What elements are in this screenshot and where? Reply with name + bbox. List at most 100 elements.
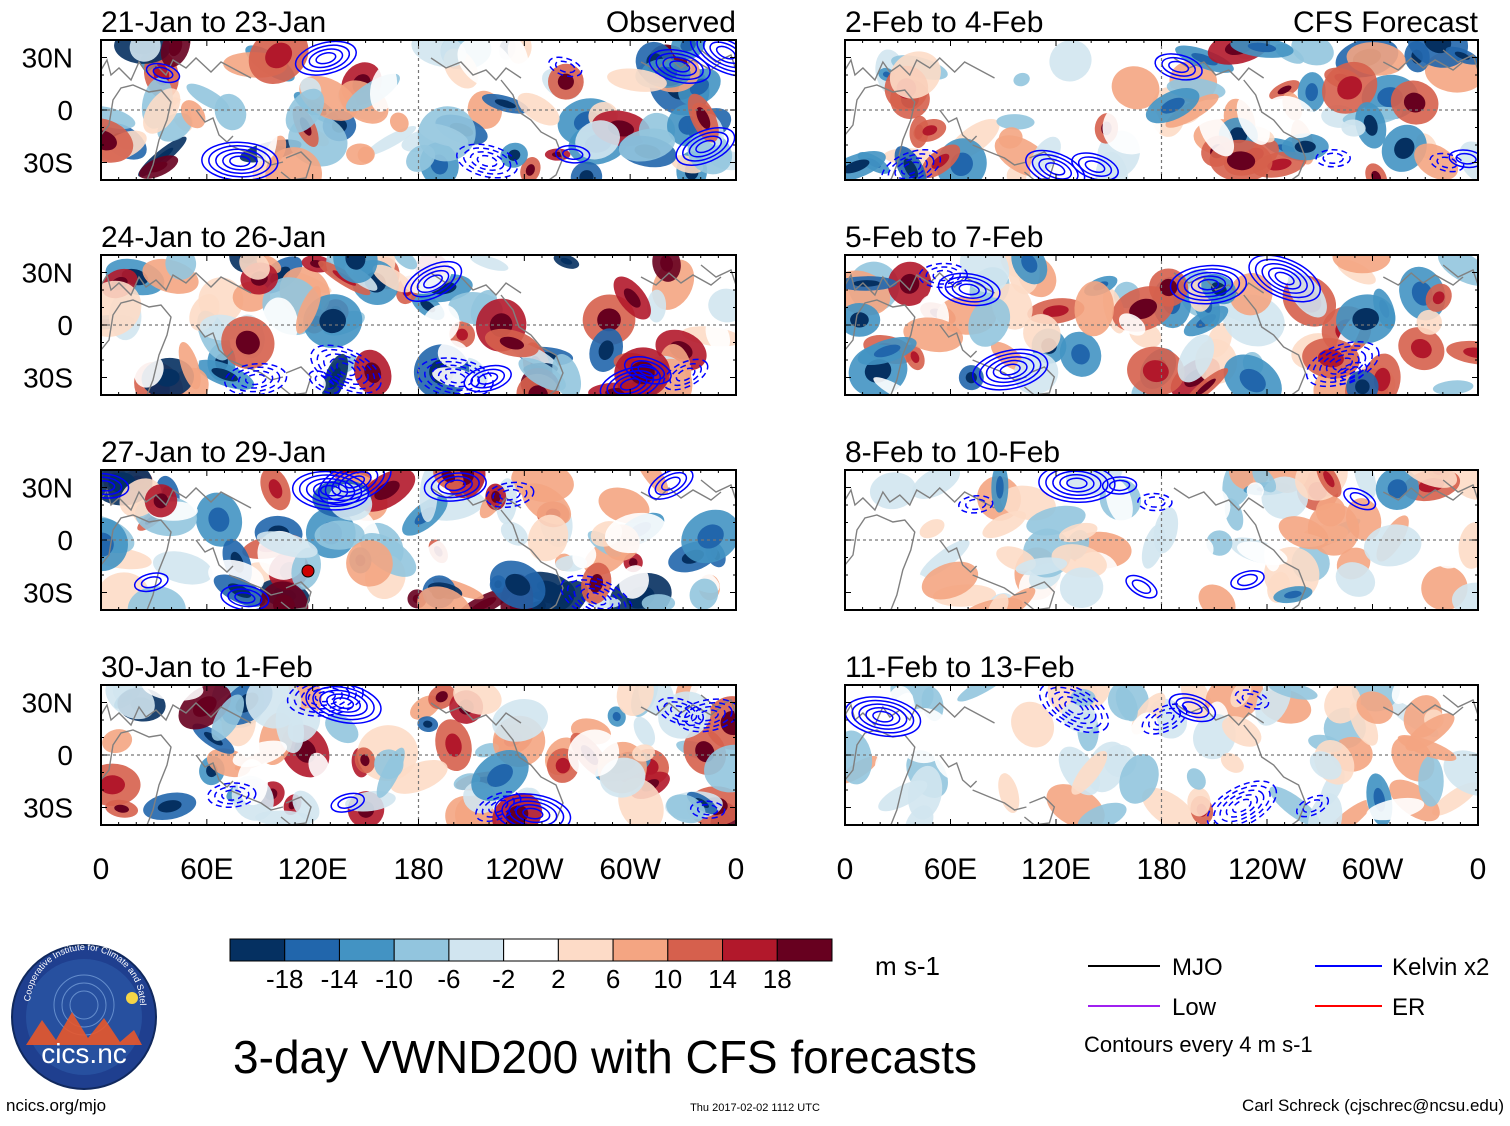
wind-anomaly-blob	[1111, 66, 1160, 110]
wind-anomaly-blob	[1418, 755, 1444, 807]
wind-anomaly-blob	[1332, 255, 1391, 274]
wind-anomaly-core	[1323, 471, 1335, 488]
wind-anomaly-core	[612, 711, 621, 722]
wind-anomaly-blob	[134, 354, 164, 388]
coastline	[280, 151, 312, 180]
wind-anomaly-blob	[1198, 584, 1236, 610]
wind-anomaly-core	[1371, 170, 1382, 180]
kelvin-contour	[1274, 271, 1295, 286]
kelvin-contour	[656, 697, 705, 727]
wind-anomaly-core	[192, 696, 217, 717]
kelvin-contour	[1108, 479, 1131, 492]
wind-anomaly-blob	[475, 743, 500, 758]
wind-anomaly-blob	[959, 255, 1010, 293]
kelvin-contour	[133, 572, 169, 593]
lat-tick-label: 0	[57, 310, 73, 341]
lat-tick-label: 30N	[22, 43, 73, 74]
kelvin-contour	[319, 689, 368, 717]
kelvin-contour	[1137, 492, 1173, 512]
lat-tick-label: 30S	[23, 148, 73, 179]
wind-anomaly-blob	[987, 88, 1037, 111]
lat-tick-label: 0	[57, 740, 73, 771]
colorbar-swatch	[393, 938, 450, 962]
kelvin-contour	[1302, 799, 1323, 814]
kelvin-contour	[1248, 255, 1321, 303]
wind-anomaly-blob	[394, 255, 418, 270]
wind-anomaly-blob	[1074, 281, 1115, 337]
wind-anomaly-core	[470, 597, 497, 610]
colorbar-swatch	[503, 938, 559, 962]
colorbar-swatch	[338, 938, 395, 962]
wind-anomaly-blob	[1356, 691, 1394, 724]
colorbar-units: m s-1	[875, 951, 940, 981]
wind-anomaly-blob	[143, 88, 181, 134]
panel-field	[845, 40, 1478, 180]
coastline	[1023, 366, 1056, 395]
kelvin-contour	[1315, 148, 1351, 168]
kelvin-contour	[1161, 56, 1197, 77]
wind-anomaly-blob	[1447, 122, 1478, 139]
kelvin-contour	[140, 576, 162, 589]
kelvin-contour	[715, 45, 736, 60]
lat-tick-label: 0	[57, 525, 73, 556]
coastline	[430, 272, 522, 297]
coastline	[101, 729, 172, 825]
kelvin-contour	[1045, 470, 1109, 500]
kelvin-contour	[469, 151, 505, 171]
wind-anomaly-blob	[366, 125, 417, 156]
lat-tick-label: 0	[57, 95, 73, 126]
coastline	[1382, 702, 1464, 716]
wind-anomaly-blob	[1307, 793, 1343, 825]
kelvin-contour	[1154, 53, 1203, 81]
kelvin-contour	[554, 60, 576, 74]
wind-anomaly-core	[445, 733, 462, 757]
kelvin-contour	[1236, 573, 1258, 587]
wind-anomaly-blob	[1236, 541, 1288, 566]
wind-anomaly-core	[1337, 76, 1363, 100]
kelvin-contour	[865, 707, 901, 727]
wind-anomaly-blob	[907, 765, 943, 820]
wind-anomaly-core	[1363, 114, 1378, 136]
kelvin-contour	[335, 362, 356, 377]
kelvin-contour	[697, 709, 719, 722]
kelvin-contour	[965, 498, 987, 511]
lon-tick-label: 0	[93, 853, 110, 886]
kelvin-contour	[315, 52, 337, 65]
kelvin-contour	[932, 269, 954, 282]
wind-anomaly-blob	[704, 744, 736, 793]
wind-anomaly-blob	[912, 470, 961, 499]
logo-inner-disc	[26, 959, 142, 1075]
wind-anomaly-blob	[666, 794, 706, 824]
wind-anomaly-core	[1284, 590, 1302, 599]
wind-anomaly-blob	[178, 341, 201, 390]
kelvin-contour	[695, 139, 716, 154]
kelvin-contour	[224, 362, 288, 395]
kelvin-contour	[566, 579, 627, 610]
wind-anomaly-blob	[314, 520, 365, 550]
wind-anomaly-blob	[1119, 754, 1159, 804]
wind-anomaly-core	[168, 40, 183, 57]
lon-tick-label: 0	[837, 853, 854, 886]
wind-anomaly-blob	[567, 729, 620, 777]
kelvin-contour	[1182, 701, 1203, 715]
coastline	[845, 57, 995, 82]
coastline	[640, 487, 722, 501]
wind-anomaly-blob	[102, 729, 133, 754]
panel-date-label: 5-Feb to 7-Feb	[845, 221, 1043, 254]
kelvin-contour	[999, 363, 1021, 376]
wind-anomaly-core	[597, 308, 621, 332]
wind-anomaly-core	[1403, 92, 1426, 113]
panel-field	[101, 255, 736, 395]
kelvin-contour	[294, 40, 357, 76]
coastline	[1243, 509, 1307, 610]
kelvin-contour	[978, 352, 1042, 387]
kelvin-contour	[1131, 579, 1152, 594]
colorbar-tick-label: 2	[551, 964, 565, 994]
wind-anomaly-core	[101, 130, 117, 151]
kelvin-contour	[227, 588, 263, 608]
kelvin-contour	[1183, 271, 1234, 298]
wind-anomaly-core	[345, 255, 366, 270]
wind-anomaly-core	[1267, 158, 1292, 171]
coastline	[640, 272, 722, 286]
wind-anomaly-blob	[1309, 751, 1342, 780]
